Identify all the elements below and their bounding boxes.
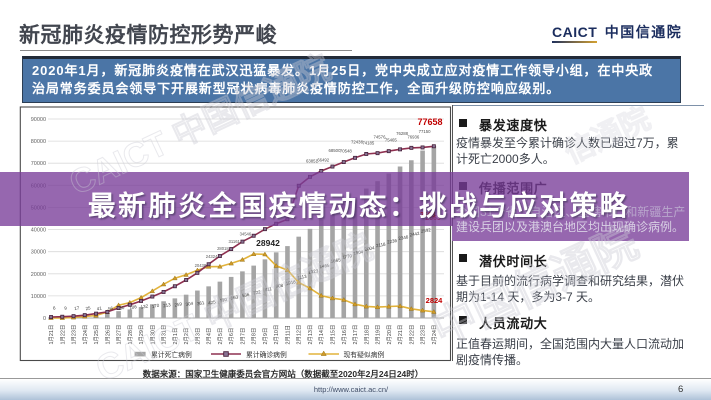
svg-text:2月20日: 2月20日 bbox=[386, 325, 393, 345]
svg-text:28942: 28942 bbox=[256, 238, 280, 248]
svg-text:77658: 77658 bbox=[417, 117, 442, 127]
svg-text:76936: 76936 bbox=[407, 134, 420, 139]
svg-text:2月14日: 2月14日 bbox=[318, 325, 325, 345]
svg-text:2月8日: 2月8日 bbox=[251, 328, 258, 345]
svg-text:2月6日: 2月6日 bbox=[228, 328, 235, 345]
svg-text:2004: 2004 bbox=[364, 245, 375, 252]
svg-text:77150: 77150 bbox=[419, 129, 432, 134]
svg-text:490: 490 bbox=[219, 297, 228, 303]
svg-text:170: 170 bbox=[151, 303, 160, 309]
svg-text:2月24日: 2月24日 bbox=[431, 325, 438, 345]
svg-text:1月31日: 1月31日 bbox=[161, 325, 168, 345]
svg-text:41: 41 bbox=[96, 305, 102, 311]
svg-text:2月15日: 2月15日 bbox=[330, 325, 337, 345]
svg-text:1465: 1465 bbox=[319, 263, 330, 270]
svg-text:80000: 80000 bbox=[31, 139, 46, 145]
svg-text:304: 304 bbox=[185, 301, 194, 307]
svg-text:2月13日: 2月13日 bbox=[307, 325, 314, 345]
svg-text:1月23日: 1月23日 bbox=[71, 325, 78, 345]
svg-text:80: 80 bbox=[119, 305, 125, 311]
svg-text:63851: 63851 bbox=[306, 158, 319, 163]
svg-text:56: 56 bbox=[108, 306, 114, 312]
svg-text:2月12日: 2月12日 bbox=[296, 325, 303, 345]
svg-text:1904: 1904 bbox=[353, 249, 364, 256]
svg-text:259: 259 bbox=[174, 301, 183, 307]
svg-text:1月25日: 1月25日 bbox=[93, 325, 100, 345]
svg-text:25: 25 bbox=[85, 305, 91, 311]
svg-text:213: 213 bbox=[163, 302, 172, 308]
svg-text:1月24日: 1月24日 bbox=[82, 325, 89, 345]
svg-text:1月26日: 1月26日 bbox=[104, 325, 111, 345]
svg-text:1016: 1016 bbox=[285, 279, 296, 286]
svg-text:563: 563 bbox=[230, 294, 239, 300]
svg-text:1770: 1770 bbox=[342, 253, 353, 260]
svg-text:90000: 90000 bbox=[31, 117, 46, 123]
svg-text:74185: 74185 bbox=[362, 141, 375, 146]
svg-text:132: 132 bbox=[140, 303, 149, 309]
svg-text:1665: 1665 bbox=[330, 257, 341, 264]
svg-text:2月17日: 2月17日 bbox=[352, 325, 359, 345]
svg-text:1月30日: 1月30日 bbox=[149, 325, 156, 345]
svg-text:2月16日: 2月16日 bbox=[341, 325, 348, 345]
svg-text:2月2日: 2月2日 bbox=[183, 328, 190, 345]
svg-text:1月21日: 1月21日 bbox=[48, 325, 55, 345]
svg-text:361: 361 bbox=[197, 300, 206, 306]
svg-text:2月18日: 2月18日 bbox=[363, 325, 370, 345]
svg-text:2236: 2236 bbox=[387, 238, 398, 245]
svg-text:1323: 1323 bbox=[308, 268, 319, 275]
svg-text:30000: 30000 bbox=[31, 250, 46, 256]
svg-text:75465: 75465 bbox=[385, 138, 398, 143]
svg-text:累计死亡病例: 累计死亡病例 bbox=[151, 350, 192, 359]
svg-text:636: 636 bbox=[242, 292, 251, 298]
svg-text:40000: 40000 bbox=[31, 228, 46, 234]
svg-text:425: 425 bbox=[208, 299, 217, 305]
svg-text:1月28日: 1月28日 bbox=[127, 325, 134, 345]
svg-text:2月5日: 2月5日 bbox=[217, 328, 224, 345]
svg-text:1113: 1113 bbox=[297, 274, 308, 281]
svg-text:2月3日: 2月3日 bbox=[194, 328, 201, 345]
svg-text:2月4日: 2月4日 bbox=[206, 328, 213, 345]
svg-text:10000: 10000 bbox=[31, 294, 46, 300]
svg-text:2442: 2442 bbox=[409, 231, 420, 238]
svg-text:2月19日: 2月19日 bbox=[375, 325, 382, 345]
svg-text:28018: 28018 bbox=[217, 246, 229, 251]
svg-text:2月11日: 2月11日 bbox=[285, 325, 292, 344]
svg-text:70000: 70000 bbox=[31, 161, 46, 167]
svg-text:1月27日: 1月27日 bbox=[116, 325, 123, 345]
svg-text:2月10日: 2月10日 bbox=[273, 325, 280, 345]
svg-text:66492: 66492 bbox=[317, 158, 330, 163]
svg-text:2月1日: 2月1日 bbox=[172, 328, 179, 345]
svg-text:2824: 2824 bbox=[426, 296, 444, 305]
svg-text:68500: 68500 bbox=[329, 148, 342, 153]
svg-text:2月23日: 2月23日 bbox=[420, 325, 427, 345]
svg-text:1月22日: 1月22日 bbox=[59, 325, 66, 345]
svg-text:31161: 31161 bbox=[229, 239, 241, 244]
svg-text:34546: 34546 bbox=[240, 232, 252, 237]
svg-text:76288: 76288 bbox=[396, 131, 409, 136]
svg-text:106: 106 bbox=[129, 304, 138, 310]
svg-text:2592: 2592 bbox=[420, 227, 431, 234]
svg-text:74576: 74576 bbox=[374, 135, 387, 140]
svg-text:现有疑似病例: 现有疑似病例 bbox=[344, 350, 385, 359]
svg-text:722: 722 bbox=[253, 289, 262, 295]
svg-text:2月22日: 2月22日 bbox=[408, 325, 415, 345]
svg-text:72436: 72436 bbox=[351, 139, 364, 144]
svg-text:17: 17 bbox=[74, 305, 80, 311]
svg-text:2月7日: 2月7日 bbox=[239, 328, 246, 345]
svg-text:2月21日: 2月21日 bbox=[397, 325, 404, 345]
svg-text:1月29日: 1月29日 bbox=[138, 325, 145, 345]
svg-text:24324: 24324 bbox=[206, 254, 218, 259]
svg-text:2346: 2346 bbox=[398, 234, 409, 241]
svg-text:20000: 20000 bbox=[31, 272, 46, 278]
svg-text:9: 9 bbox=[64, 305, 68, 310]
svg-text:累计确诊病例: 累计确诊病例 bbox=[246, 350, 287, 359]
svg-text:0: 0 bbox=[43, 316, 46, 322]
svg-text:811: 811 bbox=[264, 286, 272, 292]
svg-text:908: 908 bbox=[275, 283, 284, 289]
svg-text:20438: 20438 bbox=[195, 263, 207, 268]
svg-text:6: 6 bbox=[53, 305, 57, 310]
svg-text:2118: 2118 bbox=[376, 242, 387, 249]
svg-text:2月9日: 2月9日 bbox=[262, 328, 269, 345]
svg-text:70548: 70548 bbox=[340, 149, 353, 154]
